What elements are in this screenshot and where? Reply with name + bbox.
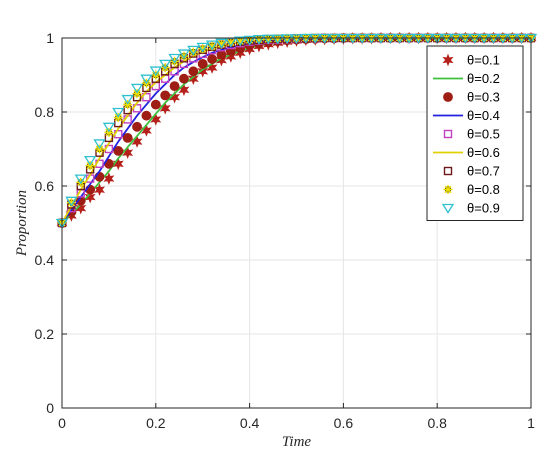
legend-label: θ=0.5 [467,127,500,142]
x-axis-label: Time [282,434,312,450]
legend-item: θ=0.5 [443,127,500,142]
data-point [177,49,191,60]
data-point [197,64,209,78]
legend-label: θ=0.8 [467,182,500,197]
legend-item: θ=0.4 [433,108,500,123]
data-point [149,66,162,77]
data-point [121,94,134,105]
data-point [207,54,217,64]
x-tick-label: 1 [527,415,535,431]
data-point [168,53,181,64]
y-tick-label: 1 [46,30,54,46]
legend-label: θ=0.7 [467,164,500,179]
y-axis-label: Proportion [14,190,30,257]
y-tick-label: 0 [46,400,54,416]
legend-label: θ=0.2 [467,71,500,86]
legend-marker-swatch [443,92,453,102]
legend-item: θ=0.9 [441,201,500,216]
legend: θ=0.1 θ=0.2 θ=0.3 θ=0.4 θ=0.5 θ=0.6 θ=0.7 θ=0.8… [426,45,524,221]
y-tick-label: 0.2 [35,326,55,342]
legend-marker-swatch [441,203,455,214]
data-point [243,35,256,46]
data-point [102,122,116,133]
data-point [150,99,161,110]
data-point [169,81,180,91]
data-point [122,132,133,143]
data-point [159,59,172,70]
x-tick-label: 0.2 [146,415,166,431]
y-tick-label: 0.4 [35,252,55,268]
data-point [179,73,189,84]
legend-marker-swatch [443,185,453,194]
data-point [215,38,228,49]
data-point [187,45,200,56]
data-point [65,196,78,207]
x-tick-label: 0.6 [334,415,354,431]
data-point [141,110,152,121]
legend-marker-swatch [443,166,453,176]
legend-item: θ=0.3 [443,90,500,105]
data-point [205,40,219,51]
y-tick-label: 0.8 [35,104,55,120]
data-point [197,59,208,69]
data-point [262,34,275,45]
x-tick-label: 0.4 [240,415,260,431]
data-point [187,72,199,86]
legend-item: θ=0.2 [433,71,500,86]
legend-item: θ=0.6 [433,145,500,160]
legend-marker-swatch [443,129,453,139]
data-point [132,121,142,132]
data-point [130,83,144,94]
legend-label: θ=0.6 [467,145,500,160]
data-point [198,44,208,54]
data-point [188,66,199,77]
data-point [160,90,171,101]
data-point [113,145,124,156]
data-point [216,53,227,67]
data-point [93,139,106,150]
plot-frame [61,37,532,409]
legend-label: θ=0.4 [467,108,500,123]
legend-label: θ=0.9 [467,201,500,216]
data-point [234,36,247,47]
data-point [112,107,125,118]
data-point [66,198,76,208]
x-axis-ticks: 0 0.2 0.4 0.6 0.8 1 [58,38,535,431]
data-point [83,155,97,166]
legend-marker-swatch [442,53,454,67]
data-point [280,34,294,45]
legend-box [426,45,524,221]
data-point [74,174,87,185]
data-point [271,34,284,45]
data-point [196,42,209,53]
data-point [252,34,266,45]
legend-label: θ=0.3 [467,90,500,105]
data-point [140,74,153,85]
legend-item: θ=0.1 [442,53,500,68]
data-point [75,201,87,215]
data-point [84,190,96,204]
legend-item: θ=0.8 [443,182,500,197]
y-tick-label: 0.6 [35,178,55,194]
x-tick-label: 0.8 [427,415,447,431]
legend-label: θ=0.1 [467,53,500,68]
y-axis-ticks: 0 0.2 0.4 0.6 0.8 1 [35,30,531,416]
legend-item: θ=0.7 [443,164,500,179]
data-point [142,92,151,102]
x-tick-label: 0 [58,415,66,431]
data-point [290,34,303,45]
data-point [112,157,124,171]
